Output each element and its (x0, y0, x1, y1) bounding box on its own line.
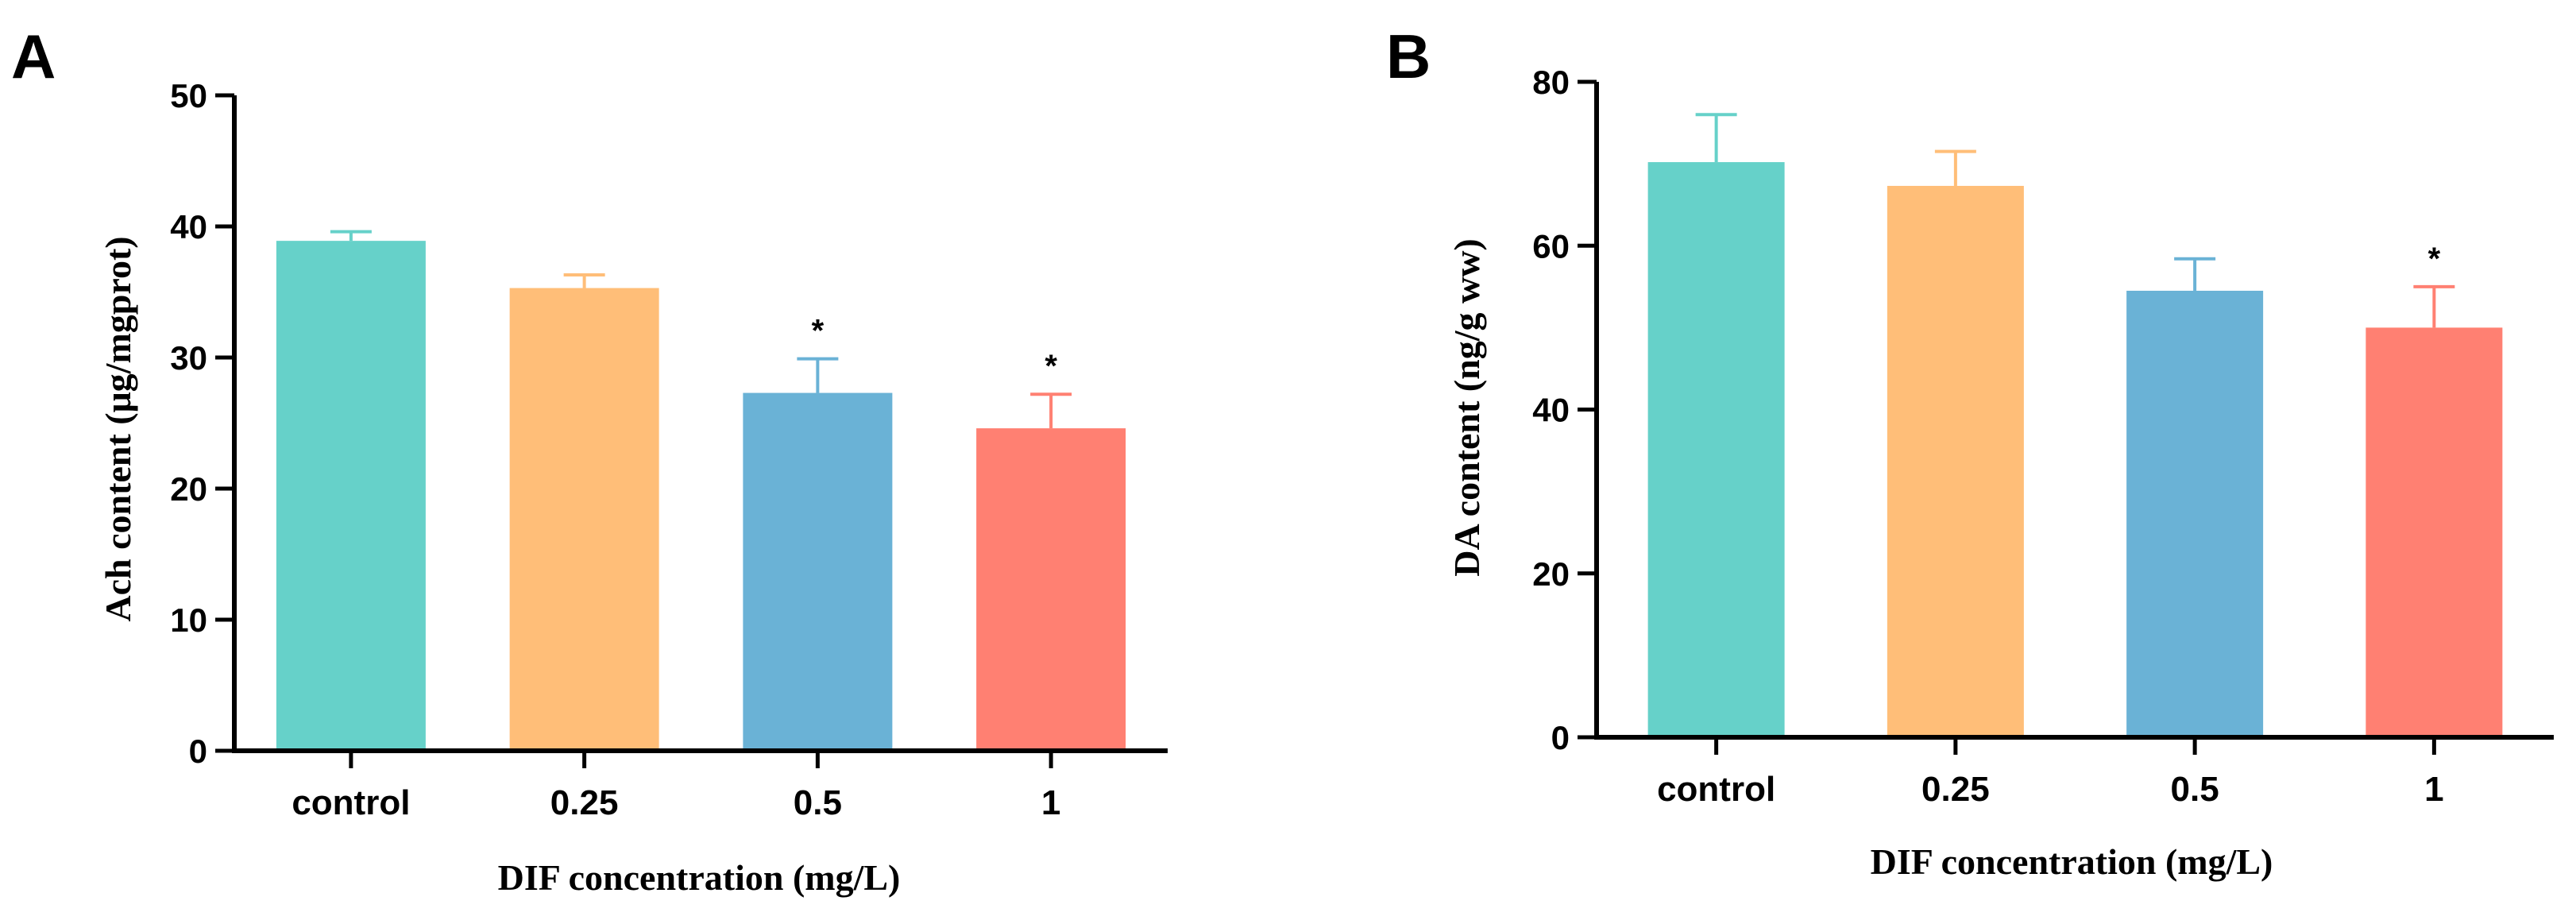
y-tick-label-b: 20 (1532, 555, 1570, 593)
significance-mark-a: * (1045, 349, 1057, 384)
x-axis-title-a: DIF concentration (mg/L) (498, 857, 901, 898)
x-tick-label-b: 0.5 (2171, 770, 2219, 809)
x-tick-label-a: control (292, 783, 410, 822)
y-tick-label-a: 50 (170, 77, 207, 114)
y-tick-label-b: 80 (1532, 64, 1570, 101)
x-tick-label-b: 1 (2424, 770, 2443, 809)
panel-letter-b: B (1386, 21, 1431, 91)
x-tick-label-b: control (1657, 770, 1775, 809)
significance-mark-a: * (812, 314, 825, 349)
panel-letter-a: A (11, 21, 56, 91)
y-tick-label-a: 30 (170, 339, 207, 377)
bar-b-3 (2126, 290, 2264, 737)
bar-b-4 (2366, 327, 2503, 737)
bar-a-4 (976, 428, 1126, 751)
bar-a-3 (743, 392, 893, 751)
x-tick-label-b: 0.25 (1921, 770, 1990, 809)
y-axis-title-b: DA content (ng/g ww) (1446, 238, 1487, 576)
x-tick-label-a: 0.5 (794, 783, 842, 822)
bar-b-2 (1887, 185, 2024, 737)
y-tick-label-b: 0 (1551, 719, 1570, 756)
y-axis-title-a: Ach content (μg/mgprot) (98, 236, 138, 621)
y-tick-label-a: 40 (170, 208, 207, 245)
x-tick-label-a: 1 (1041, 783, 1060, 822)
y-tick-label-a: 10 (170, 601, 207, 639)
bar-a-1 (276, 241, 426, 751)
bar-b-1 (1647, 162, 1785, 737)
significance-mark-b: * (2428, 242, 2441, 276)
x-axis-title-b: DIF concentration (mg/L) (1871, 841, 2273, 882)
plot-area-b: control 0.25 0.5 * 1 0 20 40 60 80 (1532, 64, 2554, 809)
chart-panel-a: A Ach content (μg/mgprot) DIF concentrat… (11, 21, 1168, 898)
x-tick-label-a: 0.25 (550, 783, 619, 822)
chart-panel-b: B DA content (ng/g ww) DIF concentration… (1386, 21, 2554, 882)
y-tick-label-a: 0 (189, 733, 207, 770)
y-tick-label-a: 20 (170, 470, 207, 508)
bar-a-2 (509, 288, 659, 751)
y-tick-label-b: 40 (1532, 392, 1570, 429)
y-tick-label-b: 60 (1532, 227, 1570, 265)
